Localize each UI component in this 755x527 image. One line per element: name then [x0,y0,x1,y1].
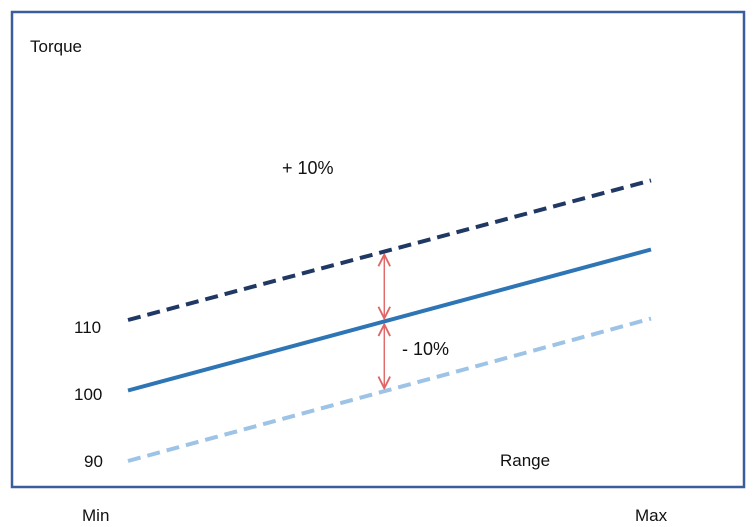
plus-10-percent-label: + 10% [282,158,334,178]
x-axis-label: Range [500,451,550,470]
series-layer [127,178,652,463]
y-tick-label-90: 90 [84,452,103,471]
y-axis-label: Torque [30,37,82,56]
series-line-nominal [127,247,652,393]
y-tick-label-100: 100 [74,385,102,404]
x-tick-label-min: Min [82,506,109,525]
minus-10-percent-label: - 10% [402,339,449,359]
plot-frame [10,10,746,489]
series-line-lower [127,316,652,463]
x-tick-label-max: Max [635,506,668,525]
y-tick-label-110: 110 [74,318,101,337]
series-line-upper [127,178,652,322]
